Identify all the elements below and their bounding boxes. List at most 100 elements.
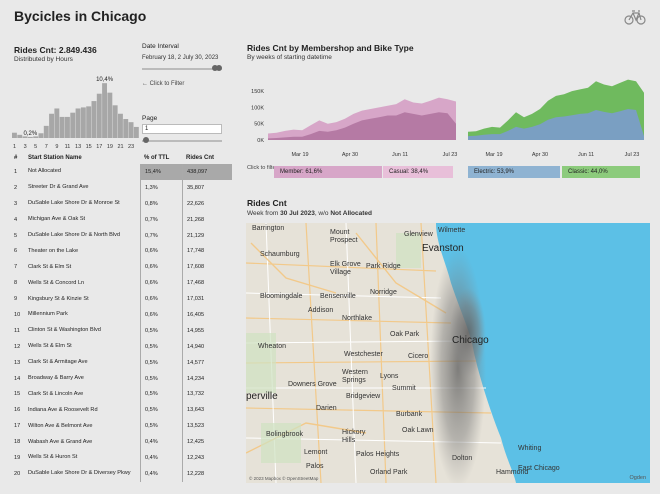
legend-casual[interactable]: Casual: 38,4% [383, 166, 453, 178]
histogram-bar[interactable] [107, 92, 113, 138]
table-row[interactable]: 11 Clinton St & Washington Blvd 0,5% 14,955 [10, 322, 240, 339]
histogram-bar[interactable] [17, 134, 23, 138]
row-num: 5 [14, 232, 18, 239]
table-row[interactable]: 2 Streeter Dr & Grand Ave 1,3% 35,807 [10, 179, 240, 196]
row-num: 1 [14, 168, 18, 175]
histogram-bar[interactable] [49, 113, 54, 138]
map-subtitle: Week from 30 Jul 2023, w/o Not Allocated [247, 210, 373, 217]
histogram-bar[interactable] [133, 126, 139, 138]
row-pct: 0,6% [140, 291, 182, 308]
table-row[interactable]: 16 Indiana Ave & Roosevelt Rd 0,5% 13,643 [10, 402, 240, 419]
row-station-name: Kingsbury St & Kinzie St [28, 295, 89, 302]
page-input[interactable]: 1 [142, 124, 222, 134]
histogram-bar[interactable] [70, 112, 76, 138]
electric-area[interactable] [468, 109, 644, 140]
histogram-bar[interactable] [96, 93, 102, 138]
histogram-bar[interactable] [12, 132, 17, 138]
histogram-bar[interactable] [75, 108, 81, 138]
map-place-hammond: Hammond [496, 469, 529, 476]
table-row[interactable]: 8 Wells St & Concord Ln 0,6% 17,468 [10, 275, 240, 292]
histogram-bar[interactable] [102, 83, 107, 138]
header-name[interactable]: Start Station Name [28, 154, 82, 161]
histogram-bar[interactable] [80, 107, 86, 138]
table-row[interactable]: 3 DuSable Lake Shore Dr & Monroe St 0,8% 22… [10, 195, 240, 212]
map-place-addison: Addison [308, 307, 334, 314]
map-place-oak-lawn: Oak Lawn [402, 427, 434, 434]
row-cnt: 21,268 [182, 211, 232, 228]
histogram-bar[interactable] [118, 113, 123, 138]
header-cnt[interactable]: Rides Cnt [186, 155, 215, 161]
row-cnt: 17,031 [182, 291, 232, 308]
row-num: 7 [14, 264, 18, 271]
table-row[interactable]: 17 Wilton Ave & Belmont Ave 0,5% 13,523 [10, 418, 240, 435]
page-slider-handle[interactable] [143, 137, 150, 143]
histogram-bar[interactable] [128, 122, 134, 138]
legend-classic[interactable]: Classic: 44,0% [562, 166, 640, 178]
histogram-bar[interactable] [38, 133, 44, 138]
map-background [246, 223, 650, 483]
row-num: 8 [14, 280, 18, 287]
histogram-tick: 9 [55, 144, 58, 150]
membership-area-chart[interactable]: 150K 100K 50K 0K Mar 19 Apr 30 Jun 11 Jul 23 [240, 68, 460, 163]
table-row[interactable]: 12 Wells St & Elm St 0,5% 14,940 [10, 338, 240, 355]
table-row[interactable]: 5 DuSable Lake Shore Dr & North Blvd 0,7% 2… [10, 227, 240, 244]
row-cnt: 16,405 [182, 307, 232, 323]
table-row[interactable]: 4 Michigan Ave & Oak St 0,7% 21,268 [10, 211, 240, 228]
row-num: 18 [14, 439, 21, 446]
hourly-histogram[interactable]: 10,4%0,2%1 3 5 7 9 11 13 15 17 19 21 23 [10, 70, 140, 155]
histogram-bar[interactable] [33, 136, 39, 138]
table-row[interactable]: 13 Clark St & Armitage Ave 0,5% 14,577 [10, 354, 240, 371]
map-place-wheaton: Wheaton [258, 343, 287, 350]
table-row[interactable]: 6 Theater on the Lake 0,6% 17,748 [10, 243, 240, 260]
page-slider[interactable] [142, 137, 222, 143]
legend-member[interactable]: Member: 61,6% [274, 166, 382, 178]
histogram-tick: 3 [24, 144, 27, 150]
map-place-chicago: Chicago [452, 335, 489, 346]
table-row[interactable]: 9 Kingsbury St & Kinzie St 0,6% 17,031 [10, 291, 240, 308]
date-interval-slider[interactable] [142, 65, 222, 71]
table-row[interactable]: 18 Wabash Ave & Grand Ave 0,4% 12,425 [10, 434, 240, 451]
x-axis-tick: Mar 19 [485, 152, 502, 158]
histogram-bar[interactable] [43, 125, 49, 138]
histogram-bar[interactable] [22, 136, 28, 138]
table-row[interactable]: 7 Clark St & Elm St 0,6% 17,608 [10, 259, 240, 276]
histogram-bar[interactable] [59, 116, 65, 138]
header-pct[interactable]: % of TTL [144, 155, 170, 161]
map-place-lemont: Lemont [304, 449, 328, 456]
table-row[interactable]: 14 Broadway & Barry Ave 0,5% 14,234 [10, 370, 240, 387]
row-station-name: Millennium Park [28, 311, 68, 318]
date-start-handle[interactable] [212, 65, 219, 71]
table-row[interactable]: 15 Clark St & Lincoln Ave 0,5% 13,732 [10, 386, 240, 403]
row-pct: 0,5% [140, 370, 182, 387]
table-row[interactable]: 10 Millennium Park 0,6% 16,405 [10, 307, 240, 323]
histogram-bar[interactable] [91, 101, 97, 138]
map-place-western-springs: Western Springs [342, 369, 368, 384]
histogram-bar[interactable] [112, 105, 118, 138]
map-place-oak-park: Oak Park [390, 331, 420, 338]
casual-area[interactable] [268, 112, 456, 140]
row-cnt: 13,732 [182, 386, 232, 403]
map-place-darien: Darien [316, 405, 337, 412]
biketype-area-chart[interactable]: Mar 19 Apr 30 Jun 11 Jul 23 [462, 68, 652, 163]
table-row[interactable]: 19 Wells St & Huron St 0,4% 12,243 [10, 450, 240, 466]
map-place-glenview: Glenview [404, 231, 433, 238]
row-pct: 0,4% [140, 434, 182, 451]
histogram-bar[interactable] [65, 116, 70, 138]
histogram-bar[interactable] [27, 136, 33, 138]
date-end-handle[interactable] [216, 65, 222, 71]
histogram-bar[interactable] [123, 119, 129, 138]
map-credit[interactable]: © 2023 Mapbox © OpenStreetMap [249, 476, 319, 481]
row-pct: 0,5% [140, 386, 182, 403]
rides-count-subtitle: Distributed by Hours [14, 56, 73, 63]
chicago-map[interactable]: Barrington Mount Prospect Glenview Wilme… [246, 223, 650, 483]
row-num: 13 [14, 359, 21, 366]
row-num: 10 [14, 311, 21, 318]
row-station-name: DuSable Lake Shore Dr & Diversey Pkwy [28, 470, 131, 477]
table-row[interactable]: 20 DuSable Lake Shore Dr & Diversey Pkwy 0… [10, 465, 240, 482]
histogram-bar[interactable] [54, 108, 60, 138]
row-pct: 0,7% [140, 211, 182, 228]
legend-electric[interactable]: Electric: 53,9% [468, 166, 560, 178]
histogram-tick: 1 [13, 144, 16, 150]
table-row[interactable]: 1 Not Allocated 15,4% 438,097 [10, 164, 240, 180]
histogram-bar[interactable] [86, 106, 92, 138]
